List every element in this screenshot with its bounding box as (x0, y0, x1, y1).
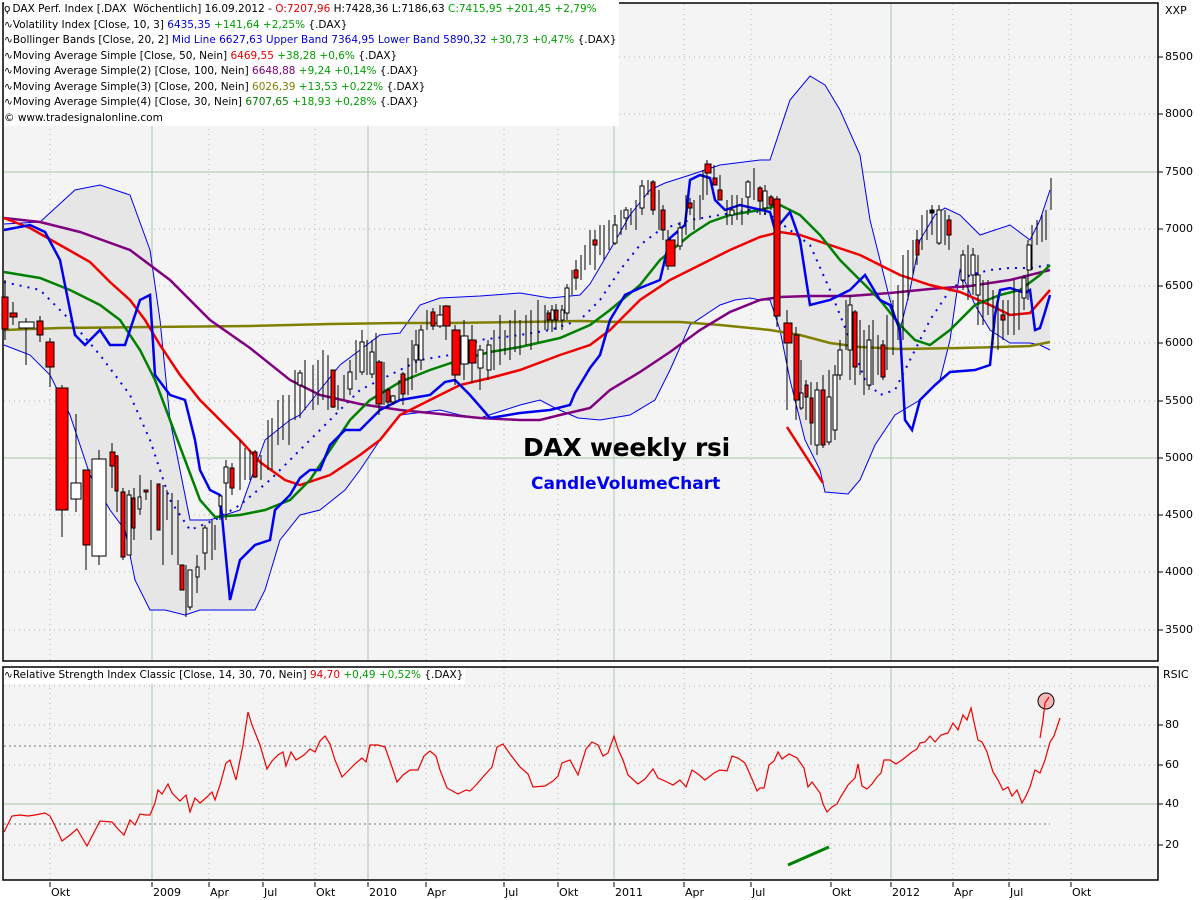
bollinger-lower-line (3, 268, 1051, 616)
legend-ma200[interactable]: ∿Moving Average Simple(3) [Close, 200, N… (4, 80, 426, 93)
rsi-major-grid (4, 668, 1157, 879)
time-tick: Jul (1010, 886, 1024, 899)
time-tick: Okt (51, 886, 71, 899)
price-axis-ticks (1158, 56, 1163, 846)
indicator-wave-icon: ∿ (4, 65, 13, 77)
price-tick-7500: 7500 (1165, 165, 1193, 178)
price-axis-unit: XXP (1165, 4, 1187, 17)
price-tick-8000: 8000 (1165, 107, 1193, 120)
price-candles (1, 160, 1052, 617)
legend-ma30[interactable]: ∿Moving Average Simple(4) [Close, 30, Ne… (4, 96, 419, 108)
price-trendline-red (785, 426, 825, 484)
time-tick: Apr (685, 886, 705, 899)
ma30-line (3, 203, 1051, 519)
rsi-panel[interactable] (2, 666, 1159, 881)
rsi-tick-40: 40 (1165, 797, 1179, 810)
price-tick-5000: 5000 (1165, 451, 1193, 464)
ma50-line (3, 216, 1051, 487)
rsi-line-tail (1039, 696, 1050, 739)
indicator-wave-icon: ∿ (4, 669, 13, 681)
time-tick: Okt (316, 886, 336, 899)
chart-annotation-title: DAX weekly rsi (523, 433, 730, 462)
time-tick: Apr (954, 886, 974, 899)
legend-instrument[interactable]: ϙ DAX Perf. Index [.DAX Wöchentlich] 16.… (4, 3, 597, 15)
time-tick: Okt (832, 886, 852, 899)
legend-bollinger-bands[interactable]: ∿Bollinger Bands [Close, 20, 2] Mid Line… (4, 34, 617, 46)
time-axis-ticks (49, 882, 1072, 887)
main-legend: ϙ DAX Perf. Index [.DAX Wöchentlich] 16.… (4, 2, 619, 126)
rsi-axis-unit: RSIC (1163, 668, 1189, 681)
indicator-wave-icon: ∿ (4, 96, 13, 108)
rsi-level-lines (4, 745, 1050, 825)
volatility-index-line (3, 173, 1052, 601)
legend-volatility-index[interactable]: ∿Volatility Index [Close, 10, 3] 6435,35… (4, 18, 348, 31)
rsi-line (3, 705, 1061, 848)
price-tick-8500: 8500 (1165, 50, 1193, 63)
time-tick: 2011 (615, 886, 643, 899)
indicator-wave-icon: ∿ (4, 18, 13, 31)
rsi-legend[interactable]: ∿Relative Strength Index Classic [Close,… (4, 668, 466, 684)
indicator-wave-icon: ∿ (4, 34, 13, 46)
time-tick: Apr (427, 886, 447, 899)
price-tick-6500: 6500 (1165, 279, 1193, 292)
time-tick: 2012 (892, 886, 920, 899)
time-tick: Jul (264, 886, 278, 899)
time-tick: Jul (752, 886, 766, 899)
bollinger-mid-line (3, 208, 1051, 532)
time-tick: 2010 (369, 886, 397, 899)
time-tick: 2009 (153, 886, 181, 899)
price-tick-5500: 5500 (1165, 394, 1193, 407)
rsi-tick-60: 60 (1165, 758, 1179, 771)
indicator-wave-icon: ∿ (4, 49, 13, 62)
time-tick: Apr (210, 886, 230, 899)
ma200-line (3, 319, 1051, 351)
price-tick-7000: 7000 (1165, 222, 1193, 235)
price-tick-4500: 4500 (1165, 508, 1193, 521)
legend-ma50[interactable]: ∿Moving Average Simple [Close, 50, Nein]… (4, 49, 398, 62)
indicator-wave-icon: ∿ (4, 80, 13, 93)
rsi-tick-80: 80 (1165, 718, 1179, 731)
price-tick-4000: 4000 (1165, 565, 1193, 578)
rsi-tick-20: 20 (1165, 838, 1179, 851)
price-tick-3500: 3500 (1165, 623, 1193, 636)
price-tick-6000: 6000 (1165, 336, 1193, 349)
candle-icon: ϙ (4, 3, 13, 15)
copyright-notice: © www.tradesignalonline.com (4, 111, 163, 124)
rsi-grid (4, 668, 1157, 879)
rsi-trendline-green (787, 845, 830, 867)
time-tick: Jul (505, 886, 519, 899)
time-tick: Okt (559, 886, 579, 899)
legend-ma100[interactable]: ∿Moving Average Simple(2) [Close, 100, N… (4, 65, 419, 77)
chart-annotation-subtitle: CandleVolumeChart (531, 474, 721, 494)
time-tick: Okt (1072, 886, 1092, 899)
